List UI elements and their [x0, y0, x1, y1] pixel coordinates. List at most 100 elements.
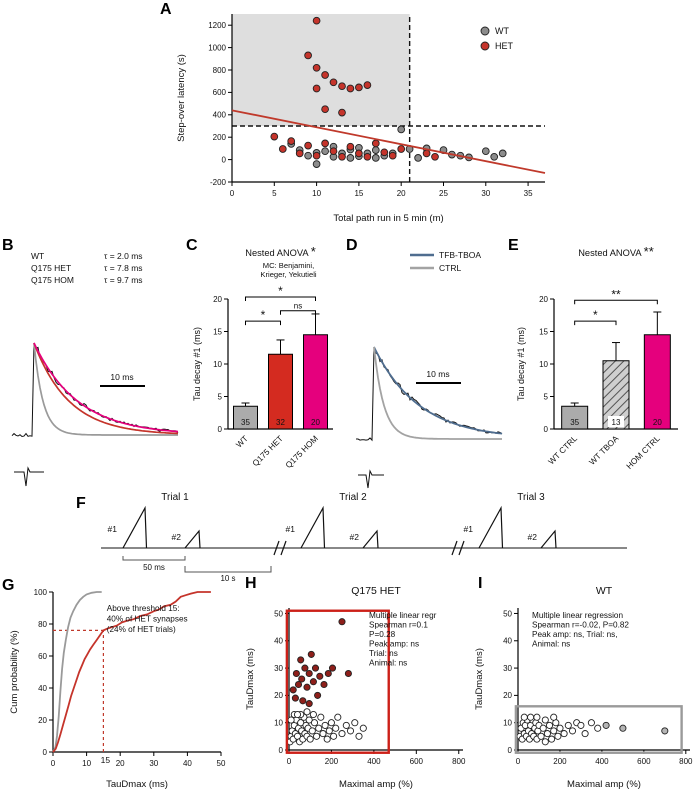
svg-text:#1: #1	[286, 524, 296, 534]
svg-text:100: 100	[34, 588, 48, 597]
svg-text:Multiple linear regr: Multiple linear regr	[369, 611, 437, 620]
svg-text:200: 200	[213, 133, 227, 142]
panel-d-traces: TFB-TBOA CTRL 10 ms	[356, 250, 503, 489]
svg-text:30: 30	[149, 759, 158, 768]
svg-text:200: 200	[553, 757, 567, 766]
svg-text:40: 40	[183, 759, 192, 768]
panel-letter-g: G	[2, 577, 15, 594]
svg-text:0: 0	[508, 746, 513, 755]
pulse-1	[122, 505, 148, 549]
below-threshold-points	[286, 708, 367, 746]
svg-text:Maximal amp (%): Maximal amp (%)	[339, 779, 413, 790]
svg-text:20: 20	[539, 295, 548, 304]
svg-text:80: 80	[38, 620, 47, 629]
svg-text:32: 32	[276, 418, 285, 427]
svg-text:0: 0	[43, 748, 48, 757]
svg-text:20: 20	[213, 295, 222, 304]
svg-text:15: 15	[539, 327, 548, 336]
legend-marker-HET	[480, 41, 490, 51]
svg-text:#1: #1	[108, 524, 118, 534]
svg-text:25: 25	[439, 189, 448, 198]
svg-text:Trial 1: Trial 1	[161, 492, 189, 503]
svg-text:Trial 2: Trial 2	[339, 492, 367, 503]
svg-text:Animal: ns: Animal: ns	[532, 640, 570, 649]
bar-HOM CTRL	[643, 334, 671, 430]
svg-text:ns: ns	[294, 302, 302, 311]
svg-text:40% of HET synapses: 40% of HET synapses	[107, 615, 188, 624]
svg-text:WT CTRL: WT CTRL	[546, 433, 579, 466]
svg-text:τ = 2.0 ms: τ = 2.0 ms	[104, 251, 143, 261]
panel-f-trial-diagram: #1 #2 Trial 1 #1 #2 Trial 2 #1 #2 Trial 3 50 ms 10…	[101, 492, 627, 583]
above-threshold-points	[289, 618, 352, 708]
svg-text:τ = 9.7 ms: τ = 9.7 ms	[104, 275, 143, 285]
regression-line	[231, 109, 546, 174]
bar-Q175 HET	[268, 353, 293, 430]
svg-text:30: 30	[481, 189, 490, 198]
panel-letter-e: E	[508, 237, 519, 254]
svg-text:10 ms: 10 ms	[110, 372, 133, 382]
svg-text:WT TBOA: WT TBOA	[587, 433, 621, 467]
bar-Q175 HOM	[303, 334, 328, 430]
svg-text:35: 35	[241, 418, 250, 427]
svg-text:CTRL: CTRL	[439, 263, 461, 273]
svg-text:HOM CTRL: HOM CTRL	[624, 433, 662, 471]
svg-text:Tau decay #1 (ms): Tau decay #1 (ms)	[192, 327, 202, 401]
cumulative-curve-WT	[52, 591, 102, 753]
svg-text:50 ms: 50 ms	[143, 563, 165, 572]
panel-letter-d: D	[346, 237, 358, 254]
svg-text:400: 400	[367, 757, 381, 766]
svg-text:0: 0	[544, 425, 549, 434]
svg-text:20: 20	[653, 418, 662, 427]
svg-text:Trial: ns: Trial: ns	[369, 649, 398, 658]
fit-trace-Q175 HET	[33, 342, 179, 435]
svg-text:1200: 1200	[208, 21, 226, 30]
panel-a-scatter-plot: 0 5 10 15 20 25 30 35-200020040060080010001200T…	[176, 14, 546, 224]
significance-bracket	[574, 320, 617, 326]
svg-text:5: 5	[272, 189, 277, 198]
svg-text:Q175 HOM: Q175 HOM	[283, 433, 320, 470]
pulse-1	[300, 505, 326, 549]
svg-text:400: 400	[595, 757, 609, 766]
anova-header: Nested ANOVA *	[245, 244, 316, 259]
svg-text:35: 35	[570, 418, 579, 427]
fit-trace-TFB-TBOA	[373, 346, 503, 435]
svg-text:Peak amp: ns, Trial: ns,: Peak amp: ns, Trial: ns,	[532, 630, 618, 639]
svg-text:800: 800	[679, 757, 693, 766]
svg-text:10: 10	[539, 360, 548, 369]
svg-text:600: 600	[213, 88, 227, 97]
svg-text:Maximal amp (%): Maximal amp (%)	[567, 779, 641, 790]
svg-text:50: 50	[274, 609, 283, 618]
svg-text:40: 40	[274, 637, 283, 646]
svg-text:0: 0	[51, 759, 56, 768]
svg-text:P=0.28: P=0.28	[369, 630, 396, 639]
raw-trace	[356, 346, 503, 442]
svg-text:10: 10	[82, 759, 91, 768]
svg-text:15: 15	[101, 755, 111, 765]
svg-text:15: 15	[354, 189, 363, 198]
svg-text:600: 600	[637, 757, 651, 766]
panel-b-traces: WT τ = 2.0 ms Q175 HET τ = 7.8 ms Q175 HOM τ …	[11, 251, 179, 487]
panel-i-scatter-plot: WT 0 200 400 600 800 0 10 20 30 40 50 Maximal amp (%…	[474, 585, 693, 790]
svg-text:10: 10	[312, 189, 321, 198]
svg-text:HET: HET	[495, 41, 514, 51]
svg-text:600: 600	[410, 757, 424, 766]
pulse-1	[478, 505, 504, 549]
svg-text:-200: -200	[210, 178, 227, 187]
significance-bracket	[245, 320, 281, 326]
svg-text:Cum probability (%): Cum probability (%)	[9, 630, 20, 713]
svg-text:TauDmax (ms): TauDmax (ms)	[474, 648, 485, 710]
svg-text:5: 5	[544, 392, 549, 401]
highlight-box	[514, 705, 683, 754]
svg-text:10 ms: 10 ms	[426, 369, 449, 379]
svg-text:200: 200	[325, 757, 339, 766]
panel-g-cumulative-plot: 0 10 20 30 40 50 0 20 40 60 80 100 TauDmax (ms) Cum p…	[9, 588, 226, 790]
break-mark	[458, 540, 465, 556]
svg-text:Q175 HET: Q175 HET	[351, 585, 401, 597]
svg-text:20: 20	[38, 716, 47, 725]
svg-text:Step-over latency (s): Step-over latency (s)	[176, 54, 187, 142]
svg-text:WT: WT	[234, 433, 250, 449]
panel-letter-a: A	[160, 1, 172, 18]
svg-text:50: 50	[503, 609, 512, 618]
svg-text:*: *	[261, 308, 266, 322]
